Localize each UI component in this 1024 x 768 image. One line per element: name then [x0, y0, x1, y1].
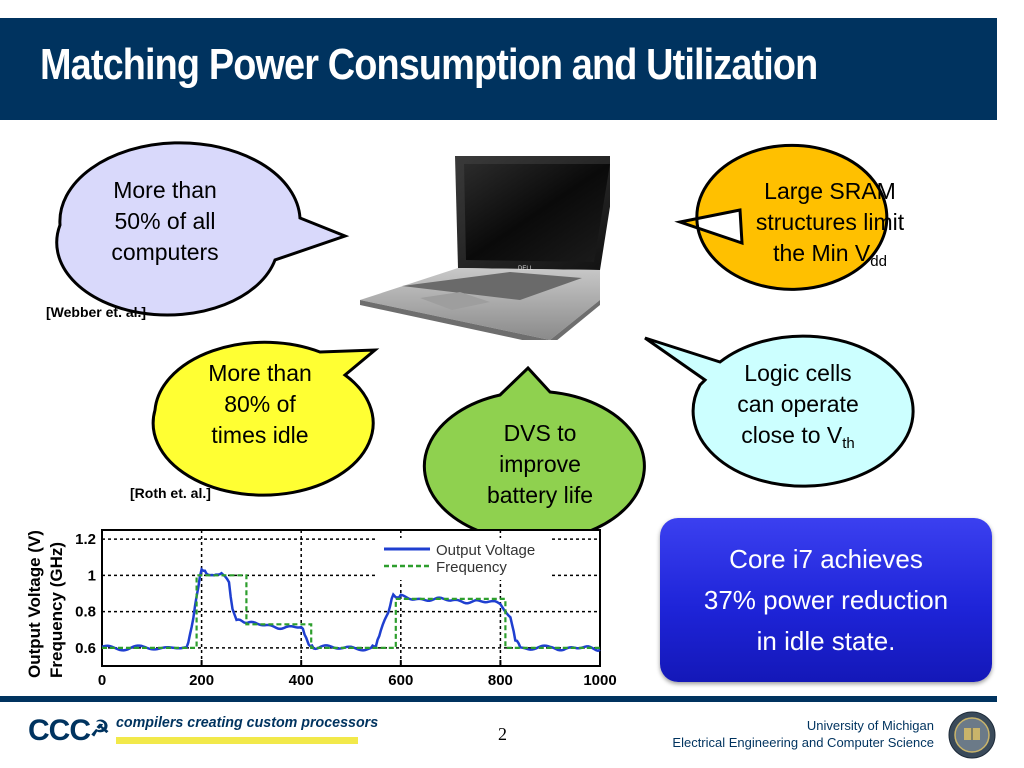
laptop-keyboard	[402, 272, 582, 300]
bubble-4-line-3: battery life	[486, 482, 594, 508]
bubble-2-line-3-sub: dd	[870, 253, 887, 270]
bubble-1-shape	[55, 141, 350, 317]
bubble-2-line-3: the Min Vdd	[740, 238, 920, 277]
y-axis-label-frequency: Frequency (GHz)	[47, 542, 66, 678]
x-tick-label: 1000	[583, 672, 616, 689]
legend-box	[378, 538, 550, 580]
callout-line-3: in idle state.	[756, 626, 896, 656]
bubble-5-line-3-main: close to V	[741, 422, 843, 448]
x-tick-label: 200	[189, 672, 214, 689]
bubble-1-text: More than 50% of all computers	[95, 175, 235, 268]
bubble-5-shape	[644, 334, 915, 488]
legend: Output Voltage Frequency	[378, 538, 550, 580]
bubble-5-line-3-sub: th	[842, 435, 855, 452]
title-bar: Matching Power Consumption and Utilizati…	[0, 18, 997, 120]
bubble-3-text: More than 80% of times idle	[190, 358, 330, 451]
x-tick-label: 0	[98, 672, 106, 689]
laptop-brand: DELL	[518, 266, 534, 272]
y-tick-label: 0.6	[75, 640, 96, 657]
bubble-2-line-2: structures limit	[755, 209, 905, 235]
legend-frequency-label: Frequency	[436, 559, 507, 576]
bubble-2-text: Large SRAM structures limit the Min Vdd	[740, 176, 920, 277]
series-line-frequency	[102, 574, 600, 649]
ccc-logo-text: CCC	[28, 714, 91, 747]
x-tick-label: 400	[289, 672, 314, 689]
callout-line-2: 37% power reduction	[703, 585, 949, 615]
y-tick-label: 0.8	[75, 604, 96, 621]
bubble-1-line-2: 50% of all	[114, 208, 216, 234]
slide-title: Matching Power Consumption and Utilizati…	[40, 40, 818, 89]
laptop-image: DELL	[360, 156, 610, 340]
y-tick-label: 1	[88, 567, 96, 584]
university-name: University of Michigan	[806, 718, 934, 733]
y-axis-label-voltage: Output Voltage (V)	[25, 530, 44, 678]
bubble-4-line-1: DVS to	[503, 420, 577, 446]
bubble-5-line-2: can operate	[737, 391, 859, 417]
bubble-1-line-1: More than	[113, 177, 217, 203]
bubble-2-line-1: Large SRAM	[764, 178, 896, 204]
callout-line-1: Core i7 achieves	[729, 544, 923, 574]
legend-voltage-label: Output Voltage	[436, 542, 535, 559]
bubble-3-line-3: times idle	[211, 422, 309, 448]
x-tick-label: 800	[488, 672, 513, 689]
laptop-screen	[464, 164, 610, 262]
university-seal-icon	[948, 711, 996, 759]
department-name: Electrical Engineering and Computer Scie…	[672, 735, 934, 750]
speech-bubbles	[55, 141, 915, 543]
tagline: compilers creating custom processors	[116, 714, 379, 731]
bubble-3-line-1: More than	[208, 360, 312, 386]
tagline-underline	[116, 737, 358, 744]
bubble-2-shape	[674, 143, 889, 291]
reference-webber: [Webber et. al.]	[46, 304, 147, 320]
bubble-4-line-2: improve	[499, 451, 581, 477]
voltage-frequency-chart: Output Voltage (V) Frequency (GHz) 0 200 4…	[25, 529, 617, 689]
x-tick-label: 600	[388, 672, 413, 689]
bubble-5-text: Logic cells can operate close to Vth	[718, 358, 878, 459]
bubble-4-text: DVS to improve battery life	[465, 418, 615, 511]
reference-roth: [Roth et. al.]	[130, 485, 211, 501]
bubble-3-shape	[151, 340, 380, 497]
page-number: 2	[498, 724, 507, 744]
core-i7-callout: Core i7 achieves 37% power reduction in …	[660, 518, 992, 682]
footer-divider	[0, 696, 997, 702]
ccc-logo-icon: ☭	[90, 716, 110, 741]
bubble-1-line-3: computers	[111, 239, 219, 265]
bubble-5-line-3: close to Vth	[718, 420, 878, 459]
laptop-touchpad	[420, 292, 490, 310]
ccc-logo: CCC☭	[28, 714, 110, 748]
y-tick-label: 1.2	[75, 531, 96, 548]
bubble-2-line-3-main: the Min V	[773, 240, 871, 266]
bubble-3-line-2: 80% of	[224, 391, 296, 417]
bubble-5-line-1: Logic cells	[744, 360, 852, 386]
